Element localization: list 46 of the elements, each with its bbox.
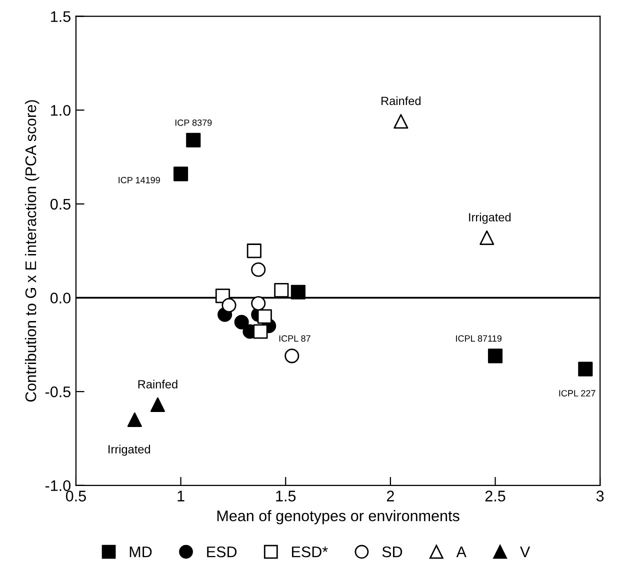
y-tick-label: -1.0 <box>45 480 71 492</box>
y-axis-title: Contribution to G x E interaction (PCA score) <box>24 100 40 402</box>
x-tick-label: 1.5 <box>276 490 296 502</box>
x-axis-title: Mean of genotypes or environments <box>217 510 460 524</box>
annotation: Irrigated <box>469 212 511 224</box>
annotation: ICP 8379 <box>175 120 212 126</box>
point <box>186 132 201 148</box>
point <box>394 114 408 129</box>
y-tick-label: 0.0 <box>50 292 71 304</box>
point <box>251 262 266 277</box>
legend-label: V <box>520 546 530 558</box>
annotation: Rainfed <box>138 380 178 388</box>
legend-label: A <box>456 546 466 558</box>
annotation: Rainfed <box>382 96 421 106</box>
legend-label: ESD <box>207 546 237 558</box>
x-tick-label: 2.5 <box>485 490 506 502</box>
point <box>290 284 306 300</box>
annotation: ICPL 87119 <box>456 335 502 342</box>
x-tick-label: 1 <box>178 490 184 502</box>
annotation: ICP 14199 <box>118 176 160 184</box>
point <box>253 324 268 339</box>
point <box>174 166 188 182</box>
annotation: ICPL 87 <box>279 335 310 342</box>
point <box>284 348 300 364</box>
point <box>257 309 272 324</box>
y-tick-label: -0.5 <box>45 386 70 398</box>
y-tick-label: 1.0 <box>51 104 71 116</box>
point <box>127 412 142 427</box>
point <box>222 298 236 313</box>
point <box>488 348 503 364</box>
point <box>234 314 249 330</box>
point <box>246 244 262 258</box>
point <box>480 230 494 245</box>
point <box>150 397 166 412</box>
annotation: Irrigated <box>108 444 150 456</box>
x-tick-label: 0.5 <box>66 490 86 502</box>
point <box>578 362 593 376</box>
x-tick-label: 3 <box>596 490 604 502</box>
legend-label: SD <box>382 546 402 558</box>
y-tick-label: 0.5 <box>50 198 70 210</box>
legend-label: MD <box>130 546 152 558</box>
point <box>274 282 289 298</box>
legend-label: ESD* <box>292 546 328 558</box>
x-tick-label: 2 <box>386 490 394 502</box>
annotation: ICPL 227 <box>559 390 596 396</box>
y-tick-label: 1.5 <box>51 11 70 22</box>
